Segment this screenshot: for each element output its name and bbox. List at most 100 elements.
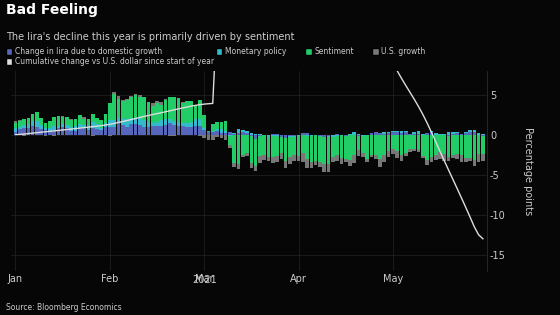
Bar: [271, 136, 274, 157]
Text: 2021: 2021: [192, 275, 217, 285]
Bar: [95, 129, 99, 135]
Bar: [168, 119, 172, 123]
Bar: [434, 155, 437, 160]
Bar: [404, 153, 408, 156]
Bar: [108, 103, 111, 120]
Bar: [228, 145, 232, 148]
Bar: [151, 103, 155, 106]
Bar: [331, 157, 335, 162]
Bar: [215, 129, 219, 131]
Bar: [370, 155, 373, 157]
Bar: [378, 135, 382, 159]
Bar: [241, 132, 245, 135]
Bar: [339, 135, 343, 158]
Bar: [35, 121, 39, 127]
Bar: [408, 135, 412, 149]
Bar: [417, 150, 421, 152]
Bar: [194, 105, 198, 118]
Bar: [155, 101, 159, 103]
Bar: [357, 136, 361, 150]
Bar: [39, 118, 43, 124]
Bar: [395, 135, 399, 152]
Bar: [65, 125, 69, 128]
Bar: [74, 126, 77, 131]
Bar: [301, 135, 305, 153]
Bar: [245, 153, 249, 156]
Bar: [220, 129, 223, 133]
Bar: [202, 130, 206, 135]
Bar: [426, 160, 429, 165]
Bar: [284, 161, 287, 168]
Bar: [142, 120, 146, 127]
Bar: [116, 96, 120, 99]
Bar: [271, 135, 274, 136]
Bar: [447, 157, 450, 161]
Bar: [442, 135, 446, 154]
Bar: [129, 97, 133, 118]
Bar: [335, 155, 339, 161]
Bar: [215, 122, 219, 129]
Bar: [387, 133, 390, 135]
Bar: [245, 133, 249, 135]
Bar: [147, 122, 150, 127]
Bar: [400, 131, 403, 133]
Bar: [413, 132, 416, 135]
Bar: [391, 132, 395, 135]
Bar: [44, 130, 48, 135]
Bar: [104, 114, 108, 123]
Bar: [232, 134, 236, 135]
Bar: [129, 118, 133, 124]
Bar: [181, 103, 185, 123]
Bar: [69, 120, 73, 127]
Bar: [481, 135, 485, 136]
Bar: [35, 112, 39, 121]
Bar: [134, 117, 137, 123]
Bar: [26, 124, 30, 128]
Bar: [421, 135, 424, 156]
Bar: [61, 117, 64, 123]
Bar: [160, 127, 163, 135]
Bar: [69, 119, 73, 120]
Bar: [331, 137, 335, 157]
Bar: [335, 134, 339, 135]
Bar: [292, 155, 296, 161]
Bar: [65, 117, 69, 125]
Bar: [344, 159, 348, 162]
Bar: [447, 135, 450, 136]
Bar: [176, 122, 180, 126]
Bar: [134, 123, 137, 135]
Bar: [276, 136, 279, 156]
Bar: [151, 123, 155, 126]
Bar: [314, 135, 318, 161]
Bar: [198, 100, 202, 119]
Bar: [417, 135, 421, 150]
Bar: [134, 95, 137, 117]
Bar: [220, 135, 223, 139]
Bar: [323, 135, 326, 137]
Bar: [113, 94, 116, 120]
Bar: [464, 133, 468, 135]
Bar: [301, 153, 305, 162]
Bar: [65, 128, 69, 135]
Bar: [473, 130, 476, 132]
Bar: [113, 127, 116, 135]
Bar: [387, 152, 390, 157]
Bar: [326, 164, 330, 172]
Bar: [460, 134, 463, 135]
Bar: [348, 135, 352, 160]
Bar: [168, 123, 172, 135]
Bar: [202, 128, 206, 130]
Bar: [481, 136, 485, 154]
Bar: [78, 128, 82, 135]
Bar: [168, 97, 172, 119]
Bar: [455, 135, 459, 154]
Bar: [451, 134, 455, 135]
Bar: [13, 132, 17, 135]
Bar: [361, 135, 365, 136]
Bar: [129, 96, 133, 97]
Bar: [438, 135, 442, 152]
Bar: [189, 127, 193, 135]
Bar: [357, 150, 361, 156]
Text: Sentiment: Sentiment: [314, 47, 354, 56]
Text: Bad Feeling: Bad Feeling: [6, 3, 97, 17]
